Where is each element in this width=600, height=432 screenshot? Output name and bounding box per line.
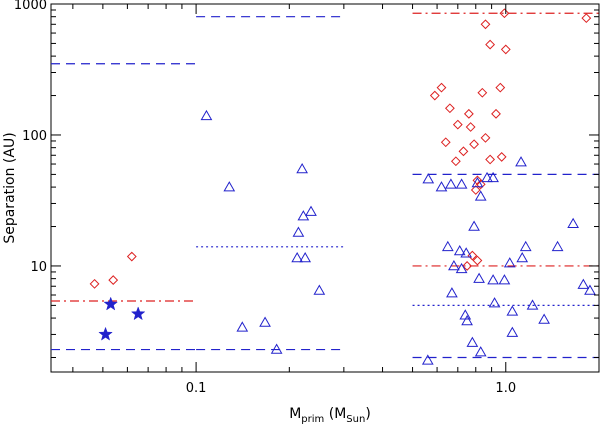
star-marker xyxy=(98,326,113,341)
diamond-marker xyxy=(450,156,461,167)
triangle-marker xyxy=(291,251,304,263)
triangle-marker xyxy=(313,284,326,295)
star-marker xyxy=(103,296,119,311)
data-markers xyxy=(89,8,596,365)
diamond-marker xyxy=(440,137,451,148)
triangle-marker xyxy=(446,287,458,298)
diamond-marker xyxy=(470,185,481,195)
x-tick-label: 1.0 xyxy=(495,381,516,396)
y-tick-label: 100 xyxy=(22,129,47,144)
x-axis-label-sub1: prim xyxy=(301,414,324,425)
triangle-marker xyxy=(296,162,308,174)
triangle-marker xyxy=(498,274,511,285)
triangle-marker xyxy=(577,278,590,289)
diamond-marker xyxy=(458,146,469,157)
triangle-marker xyxy=(471,176,484,188)
diamond-marker xyxy=(452,119,463,130)
diamond-marker xyxy=(491,108,501,119)
plot-frame xyxy=(50,3,600,373)
triangle-marker xyxy=(305,205,317,216)
triangle-marker xyxy=(474,190,487,201)
triangle-marker xyxy=(519,240,532,252)
diamond-marker xyxy=(496,152,507,162)
triangle-marker xyxy=(538,313,550,324)
triangle-marker xyxy=(473,272,485,283)
diamond-marker xyxy=(444,103,455,114)
diamond-marker xyxy=(462,261,472,271)
triangle-marker xyxy=(567,217,579,228)
triangle-marker xyxy=(506,305,519,316)
triangle-marker xyxy=(487,171,499,183)
triangle-marker xyxy=(421,354,434,365)
star-marker xyxy=(130,306,146,321)
diamond-marker xyxy=(477,87,488,98)
triangle-marker xyxy=(445,178,457,189)
diamond-marker xyxy=(581,13,592,24)
triangle-marker xyxy=(468,220,480,231)
x-axis-label-end: ) xyxy=(365,406,370,422)
x-axis-label-main: M xyxy=(289,406,301,422)
diamond-marker xyxy=(480,132,491,143)
diamond-marker xyxy=(485,154,496,165)
triangle-marker xyxy=(515,156,527,167)
triangle-marker xyxy=(474,346,487,357)
triangle-marker xyxy=(526,299,539,310)
triangle-marker xyxy=(503,257,516,268)
triangle-marker xyxy=(481,171,493,183)
triangle-marker xyxy=(461,314,473,326)
diamond-marker xyxy=(480,19,491,30)
diamond-marker xyxy=(469,139,479,150)
triangle-marker xyxy=(236,321,249,332)
diamond-marker xyxy=(472,255,483,266)
triangle-marker xyxy=(297,210,310,221)
diamond-marker xyxy=(429,90,440,101)
diamond-marker xyxy=(475,179,486,190)
diamond-marker xyxy=(500,44,511,55)
y-tick-label: 10 xyxy=(30,260,47,275)
x-axis-label-mid: (M xyxy=(324,406,346,422)
triangle-marker xyxy=(200,109,213,121)
reference-lines xyxy=(51,12,599,359)
triangle-marker xyxy=(551,240,564,252)
triangle-marker xyxy=(441,240,454,252)
diamond-marker xyxy=(108,275,119,285)
triangle-marker xyxy=(299,251,312,263)
x-axis-label-sub2: Sun xyxy=(346,414,365,425)
plot-area xyxy=(50,3,600,373)
triangle-marker xyxy=(448,259,460,271)
triangle-marker xyxy=(259,316,271,327)
diamond-marker xyxy=(499,8,510,19)
triangle-marker xyxy=(488,297,501,308)
y-tick-label: 1000 xyxy=(14,0,47,13)
diamond-marker xyxy=(436,82,447,93)
triangle-marker xyxy=(516,251,529,263)
diamond-marker xyxy=(465,122,476,132)
y-axis-label: Separation (AU) xyxy=(2,132,18,243)
triangle-marker xyxy=(584,284,596,295)
diamond-marker xyxy=(485,39,496,50)
triangle-marker xyxy=(422,173,435,184)
triangle-marker xyxy=(459,309,472,320)
triangle-marker xyxy=(223,181,236,192)
axis-labels: Separation (AU) Mprim (MSun) xyxy=(2,132,371,425)
x-tick-label: 0.1 xyxy=(186,381,207,396)
diamond-marker xyxy=(463,108,474,119)
diamond-marker xyxy=(495,82,506,93)
triangle-marker xyxy=(466,336,479,347)
triangle-marker xyxy=(270,343,283,354)
triangle-marker xyxy=(455,262,468,274)
triangle-marker xyxy=(435,181,448,192)
diamond-marker xyxy=(89,278,100,289)
triangle-marker xyxy=(455,178,468,189)
x-axis-label: Mprim (MSun) xyxy=(289,406,371,425)
axes: 0.1 1.0 10 100 1000 xyxy=(14,0,600,396)
triangle-marker xyxy=(506,326,519,337)
diamond-marker xyxy=(126,251,137,262)
triangle-marker xyxy=(487,274,499,285)
triangle-marker xyxy=(292,226,305,237)
triangle-marker xyxy=(460,247,473,258)
triangle-marker xyxy=(453,245,466,256)
